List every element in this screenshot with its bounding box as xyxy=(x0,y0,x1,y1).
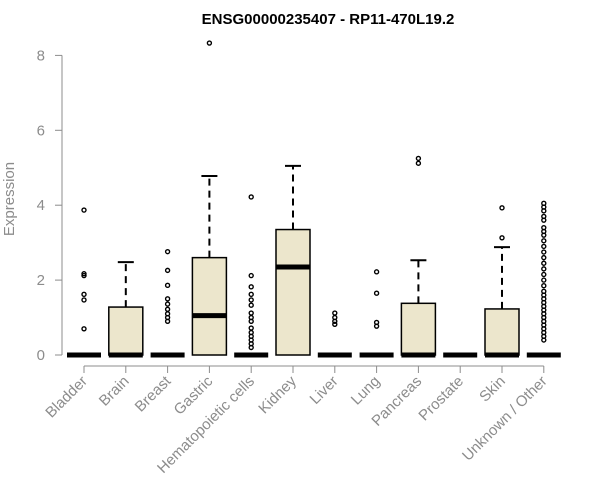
x-tick-label: Bladder xyxy=(42,373,91,422)
outlier-point xyxy=(164,248,171,255)
outlier-point xyxy=(164,296,171,302)
outlier-point xyxy=(81,291,87,298)
box-lung xyxy=(359,269,394,358)
outlier-point xyxy=(206,40,213,46)
outlier-point xyxy=(248,344,254,351)
y-tick-label: 4 xyxy=(37,197,45,214)
outlier-point xyxy=(81,297,87,303)
box-gastric xyxy=(191,40,228,356)
outlier-point xyxy=(541,249,547,255)
y-tick-label: 8 xyxy=(37,47,45,64)
outlier-point xyxy=(248,325,254,331)
x-tick-label: Lung xyxy=(348,373,384,409)
box-kidney xyxy=(275,164,311,356)
box-liver xyxy=(317,310,352,358)
outlier-point xyxy=(248,284,254,290)
outlier-point xyxy=(248,310,254,316)
x-tick-label: Breast xyxy=(132,372,175,415)
box-rect xyxy=(484,308,520,356)
outlier-point xyxy=(164,267,171,274)
outlier-point xyxy=(373,323,380,329)
outlier-point xyxy=(332,318,338,324)
outlier-point xyxy=(164,301,171,307)
outlier-point xyxy=(415,160,422,166)
outlier-point xyxy=(164,318,171,324)
outlier-point xyxy=(81,272,87,279)
outlier-point xyxy=(81,326,87,332)
outlier-point xyxy=(499,235,505,241)
outlier-point xyxy=(332,310,338,316)
outlier-point xyxy=(248,272,254,279)
outlier-point xyxy=(248,297,254,303)
outlier-point xyxy=(373,269,380,275)
outlier-point xyxy=(541,266,547,272)
outlier-point xyxy=(541,238,547,244)
outlier-point xyxy=(332,321,338,327)
x-tick-label: Skin xyxy=(476,373,509,406)
outlier-point xyxy=(541,337,547,343)
outlier-point xyxy=(541,243,547,250)
outlier-point xyxy=(81,207,87,213)
outlier-point xyxy=(164,306,171,313)
box-rect xyxy=(275,228,311,356)
outlier-point xyxy=(541,254,547,261)
x-tick-label: Kidney xyxy=(255,372,300,417)
box-hematopoietic-cells xyxy=(234,194,269,358)
box-rect xyxy=(400,302,437,356)
box-unknown-other xyxy=(526,200,561,358)
x-tick-label: Brain xyxy=(96,373,133,410)
y-axis: 0 2 4 6 8 xyxy=(37,47,63,364)
chart-title: ENSG00000235407 - RP11-470L19.2 xyxy=(202,11,455,28)
outlier-point xyxy=(164,282,171,289)
box-pancreas xyxy=(400,155,437,358)
box-rect xyxy=(191,256,228,356)
outlier-point xyxy=(541,271,547,278)
box-breast xyxy=(150,248,185,358)
y-axis-label: Expression xyxy=(1,162,18,236)
outlier-point xyxy=(541,283,547,289)
outlier-point xyxy=(81,271,87,277)
x-tick-label: Liver xyxy=(307,373,342,408)
outlier-point xyxy=(541,208,547,214)
outlier-point xyxy=(248,318,254,324)
outlier-point xyxy=(248,302,254,308)
box-rect xyxy=(108,306,144,356)
outlier-point xyxy=(541,277,547,283)
outlier-point xyxy=(248,291,254,298)
box-brain xyxy=(108,261,144,358)
y-tick-label: 2 xyxy=(37,272,45,289)
y-tick-label: 0 xyxy=(37,347,45,364)
outlier-point xyxy=(541,232,547,238)
outlier-point xyxy=(499,205,505,211)
outlier-point xyxy=(373,290,380,296)
y-tick-label: 6 xyxy=(37,122,45,139)
outlier-point xyxy=(541,260,547,266)
outlier-point xyxy=(248,194,254,200)
box-bladder xyxy=(67,207,101,358)
outlier-point xyxy=(415,155,422,162)
box-skin xyxy=(484,205,520,358)
x-tick-label: Prostate xyxy=(415,373,467,425)
outlier-point xyxy=(541,217,547,223)
boxes-group xyxy=(67,40,561,358)
